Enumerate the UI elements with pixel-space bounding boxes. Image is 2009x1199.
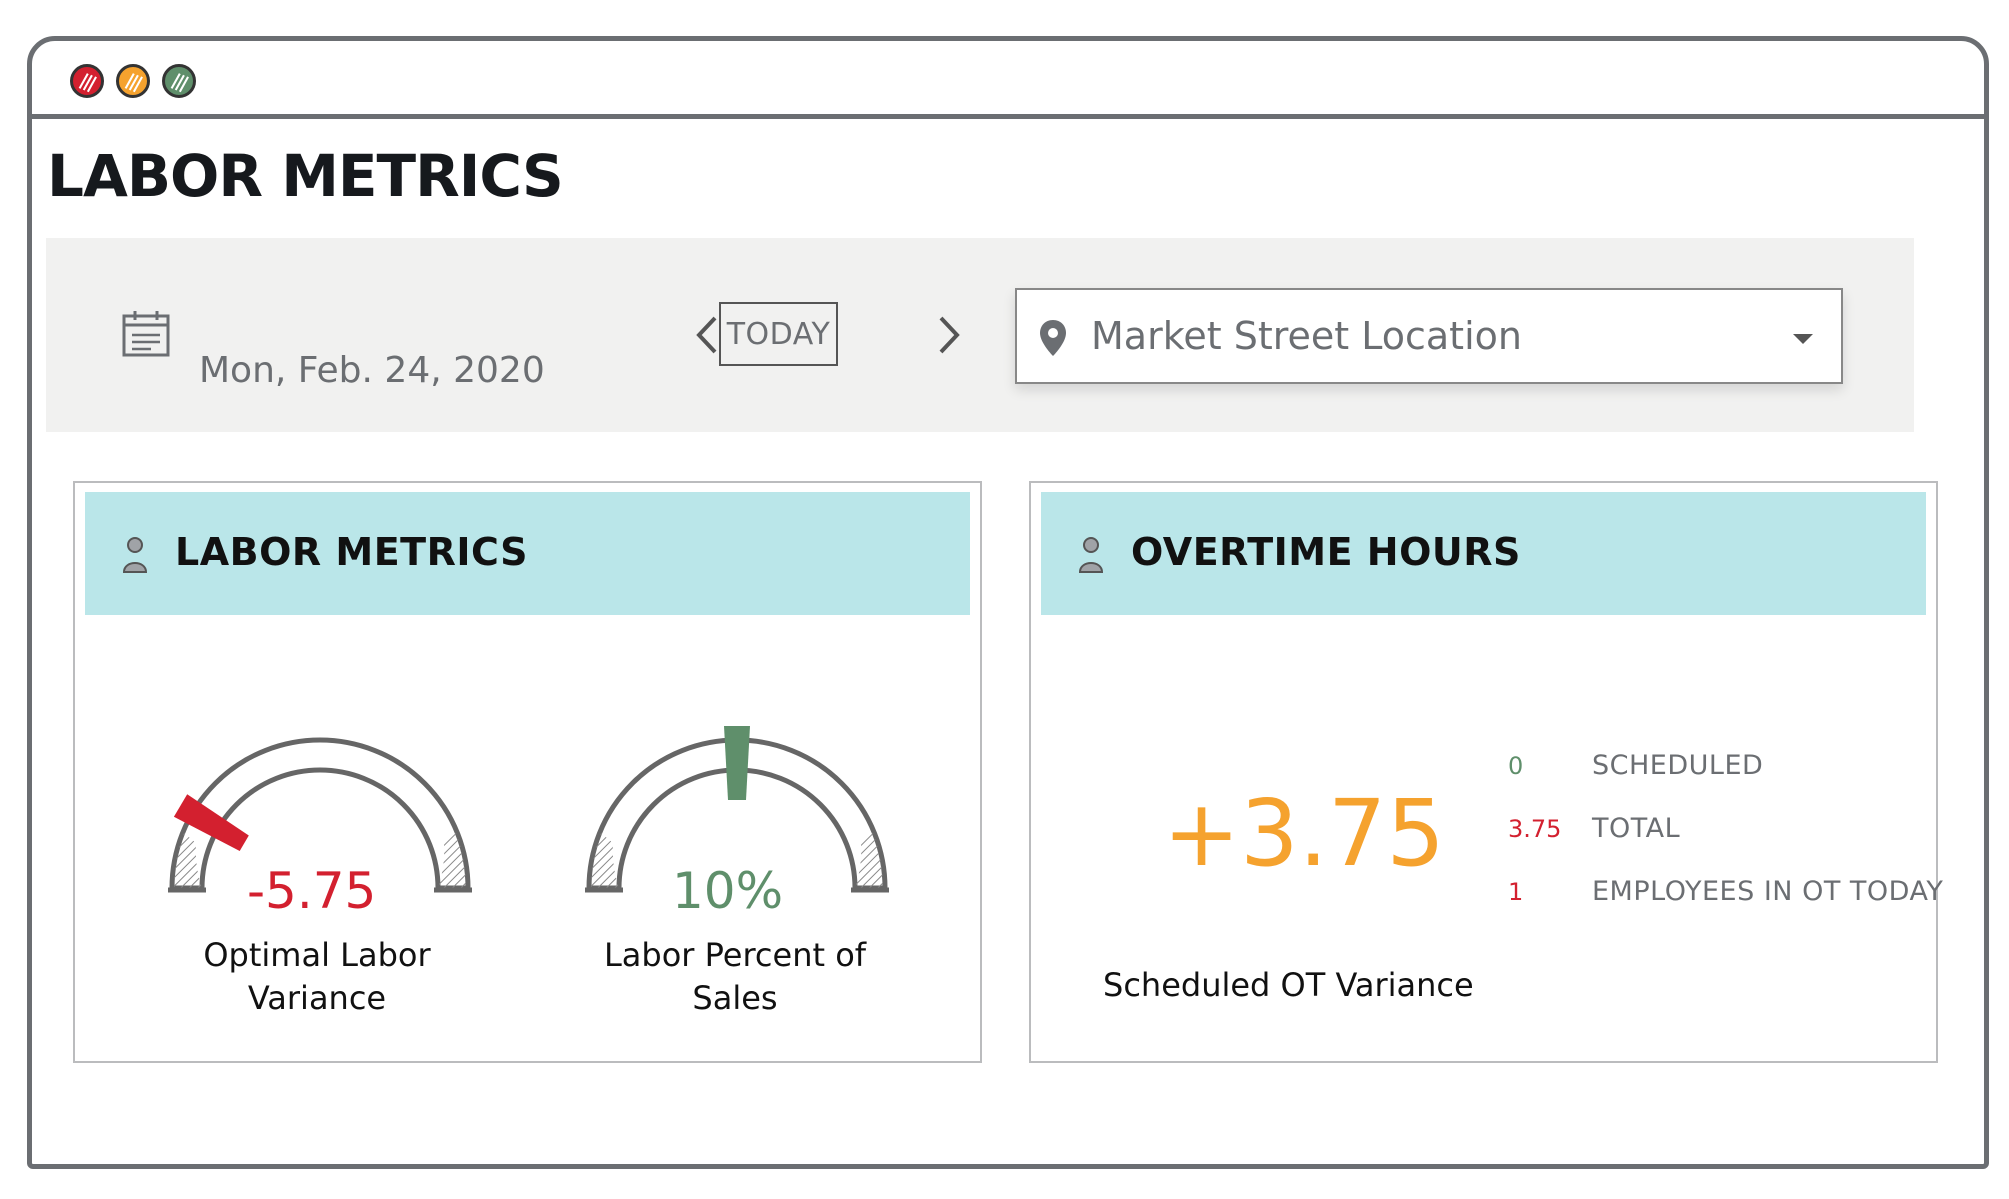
- labor-percent-of-sales-label: Labor Percent of Sales: [603, 936, 867, 1017]
- person-icon: [122, 537, 148, 573]
- maximize-window-button[interactable]: [162, 64, 196, 98]
- labor-percent-of-sales-gauge: [585, 726, 889, 893]
- total-ot-value: 3.75: [1508, 815, 1562, 843]
- overtime-hours-card: OVERTIME HOURS: [1029, 481, 1938, 1063]
- scheduled-ot-value: 0: [1508, 752, 1524, 780]
- location-select[interactable]: Market Street Location: [1015, 288, 1843, 384]
- gauge-shading-right: [438, 833, 467, 888]
- gauge-band: [586, 737, 888, 891]
- person-icon: [1078, 537, 1104, 573]
- gauge-needle: [173, 794, 249, 851]
- today-button[interactable]: TODAY: [719, 302, 838, 366]
- calendar-icon[interactable]: [121, 310, 171, 358]
- scheduled-ot-variance-value: +3.75: [1163, 780, 1445, 887]
- chevron-right-icon[interactable]: [931, 310, 967, 360]
- scheduled-ot-variance-label: Scheduled OT Variance: [1103, 966, 1474, 1004]
- minimize-window-button[interactable]: [116, 64, 150, 98]
- overtime-hours-card-header: OVERTIME HOURS: [1041, 492, 1926, 615]
- selected-date[interactable]: Mon, Feb. 24, 2020: [199, 350, 545, 391]
- labor-percent-of-sales-value: 10%: [672, 862, 784, 920]
- close-window-button[interactable]: [70, 64, 104, 98]
- overtime-hours-card-title: OVERTIME HOURS: [1131, 530, 1521, 574]
- gauge-shading-left: [173, 833, 202, 888]
- employees-in-ot-label: EMPLOYEES IN OT TODAY: [1592, 876, 1944, 907]
- labor-metrics-card-header: LABOR METRICS: [85, 492, 970, 615]
- chevron-left-icon[interactable]: [689, 310, 725, 360]
- gauge-band: [169, 737, 471, 891]
- optimal-labor-variance-gauge: [168, 737, 472, 893]
- employees-in-ot-value: 1: [1508, 878, 1524, 906]
- location-value: Market Street Location: [1091, 314, 1522, 358]
- window-titlebar: [32, 41, 1984, 119]
- gauge-needle: [724, 726, 750, 800]
- scheduled-ot-label: SCHEDULED: [1592, 750, 1764, 781]
- map-pin-icon: [1040, 320, 1066, 356]
- gauge-shading-right: [855, 833, 884, 888]
- page-title: LABOR METRICS: [47, 142, 564, 210]
- gauge-shading-left: [590, 833, 619, 888]
- labor-metrics-card-title: LABOR METRICS: [175, 530, 528, 574]
- optimal-labor-variance-value: -5.75: [247, 862, 377, 920]
- caret-down-icon: [1793, 334, 1813, 344]
- optimal-labor-variance-label: Optimal Labor Variance: [203, 936, 431, 1017]
- total-ot-label: TOTAL: [1592, 813, 1681, 844]
